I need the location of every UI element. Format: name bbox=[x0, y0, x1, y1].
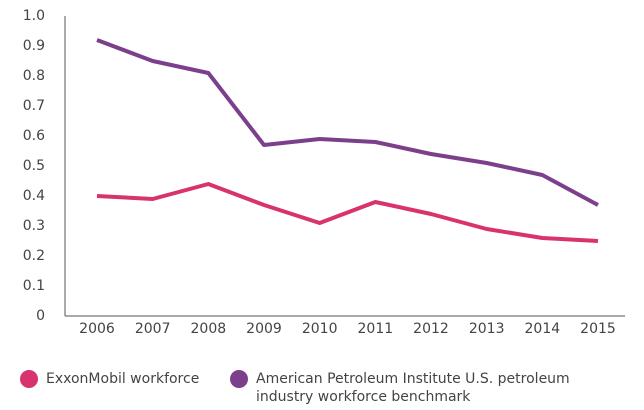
x-tick-label: 2015 bbox=[580, 321, 616, 337]
legend-label: American Petroleum Institute U.S. petrol… bbox=[256, 371, 570, 405]
legend-label: ExxonMobil workforce bbox=[46, 371, 200, 387]
x-tick-label: 2010 bbox=[302, 321, 338, 337]
x-tick-label: 2013 bbox=[469, 321, 505, 337]
y-tick-label: 0.2 bbox=[23, 248, 45, 264]
y-tick-label: 0 bbox=[36, 308, 45, 324]
y-tick-label: 0.3 bbox=[23, 218, 45, 234]
x-tick-label: 2009 bbox=[246, 321, 282, 337]
series-line bbox=[96, 38, 599, 207]
legend-item: American Petroleum Institute U.S. petrol… bbox=[230, 370, 590, 406]
legend: ExxonMobil workforce American Petroleum I… bbox=[20, 370, 640, 406]
y-tick-label: 0.8 bbox=[23, 68, 45, 84]
y-tick-label: 0.1 bbox=[23, 278, 45, 294]
x-tick-label: 2011 bbox=[358, 321, 394, 337]
legend-swatch bbox=[20, 370, 38, 388]
series-line bbox=[96, 182, 599, 243]
x-tick-label: 2006 bbox=[79, 321, 115, 337]
y-tick-label: 0.4 bbox=[23, 188, 45, 204]
legend-item: ExxonMobil workforce bbox=[20, 370, 230, 406]
legend-swatch bbox=[230, 370, 248, 388]
y-tick-label: 1.0 bbox=[23, 8, 45, 24]
y-tick-label: 0.9 bbox=[23, 38, 45, 54]
x-tick-label: 2008 bbox=[191, 321, 227, 337]
chart: 0 0.1 0.2 0.3 0.4 0.5 0.6 0.7 0.8 0.9 1.0 2006 2007 2… bbox=[23, 8, 625, 337]
x-tick-label: 2014 bbox=[525, 321, 561, 337]
y-tick-label: 0.6 bbox=[23, 128, 45, 144]
x-tick-label: 2012 bbox=[413, 321, 449, 337]
y-tick-label: 0.7 bbox=[23, 98, 45, 114]
y-tick-label: 0.5 bbox=[23, 158, 45, 174]
x-tick-label: 2007 bbox=[135, 321, 171, 337]
